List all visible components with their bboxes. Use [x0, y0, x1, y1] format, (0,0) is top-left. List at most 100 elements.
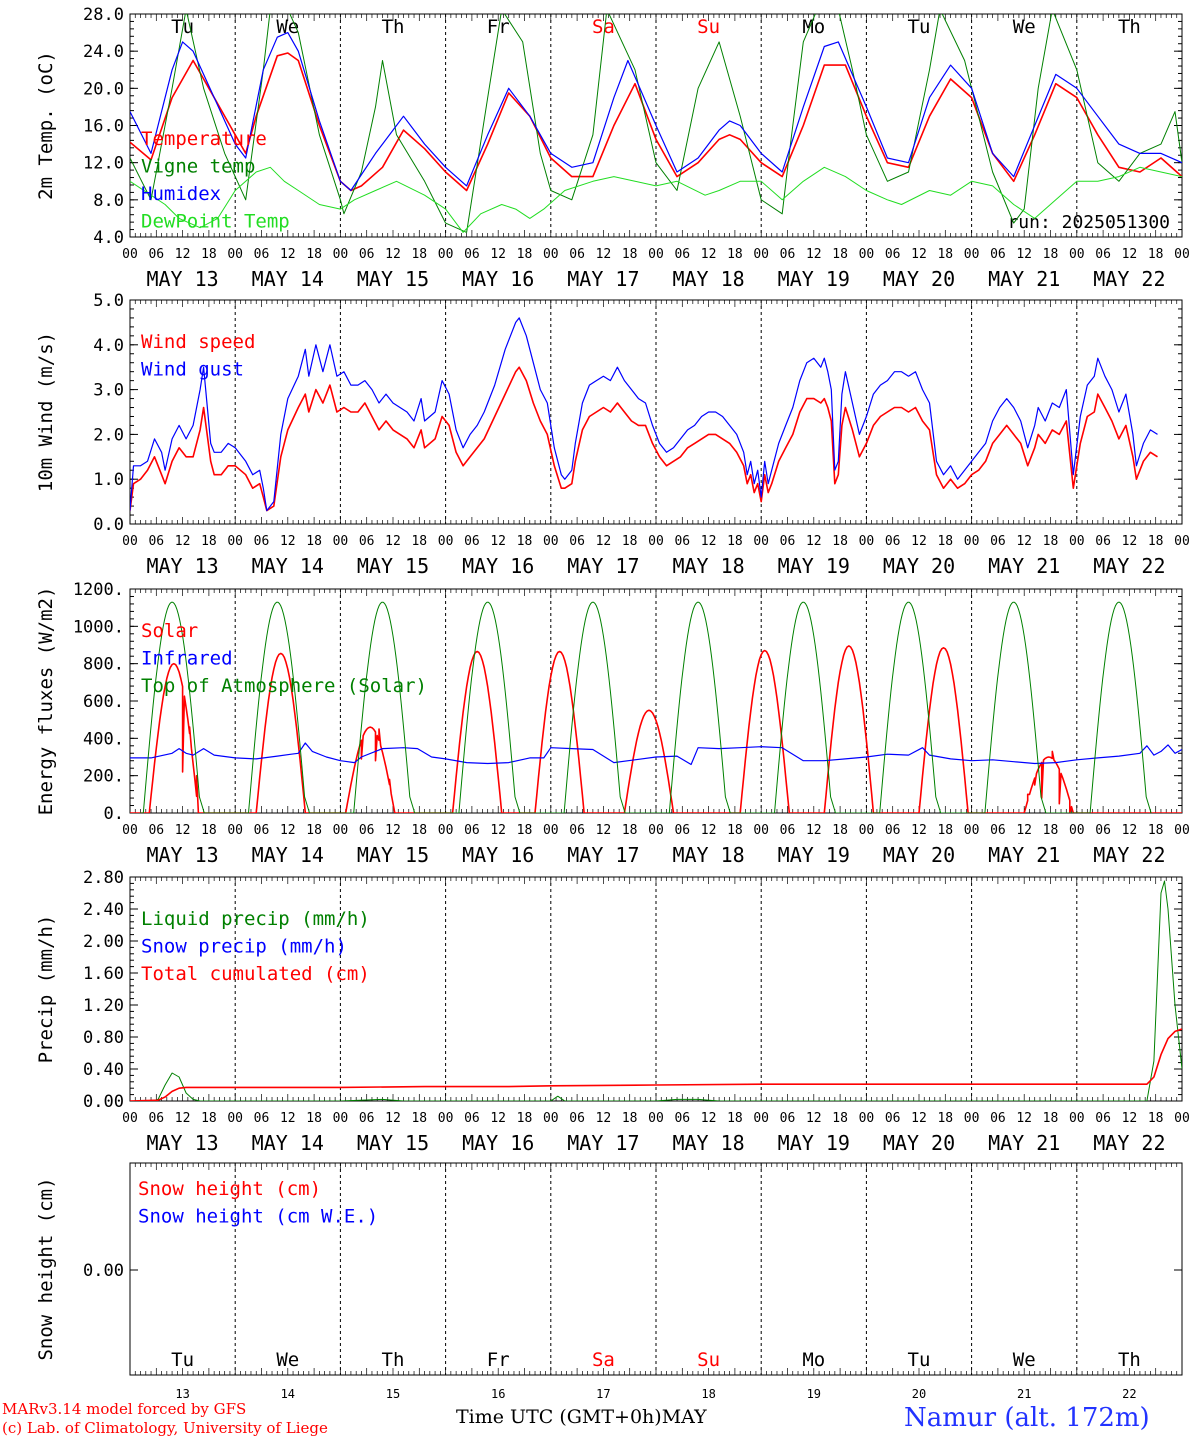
weekday-label: Mo — [802, 1349, 825, 1371]
hour-tick-label: 18 — [937, 534, 953, 549]
hour-tick-label: 12 — [385, 1111, 401, 1126]
hour-tick-label: 18 — [411, 1111, 427, 1126]
weekday-label: Sa — [592, 1349, 615, 1371]
series-line-wind-gust — [130, 317, 1158, 512]
hour-tick-label: 12 — [280, 247, 296, 262]
hour-tick-label: 06 — [359, 534, 375, 549]
hour-tick-label: 18 — [1043, 823, 1059, 838]
date-label: MAY 21 — [988, 843, 1060, 867]
hour-tick-label: 12 — [701, 247, 717, 262]
legend-item: Snow height (cm) — [138, 1178, 321, 1200]
hour-tick-label: 18 — [727, 1111, 743, 1126]
date-label: MAY 18 — [672, 554, 744, 578]
panel-3: 0. 200. 400. 600. 800. 1000. 1200. Energy fluxe… — [35, 580, 1190, 867]
legend-item: DewPoint Temp — [141, 211, 290, 233]
date-label: MAY 14 — [252, 554, 324, 578]
hour-tick-label: 06 — [1095, 823, 1111, 838]
hour-tick-label: 00 — [964, 823, 980, 838]
date-label: MAY 20 — [883, 1131, 955, 1155]
weekday-label: Th — [1118, 1349, 1141, 1371]
weekday-label: Th — [382, 16, 405, 38]
hour-tick-label: 12 — [1016, 823, 1032, 838]
y-tick-label: 2.40 — [83, 900, 124, 920]
hour-tick-label: 00 — [1174, 823, 1190, 838]
day-number-label: 20 — [912, 1387, 926, 1401]
y-tick-label: 20.0 — [83, 79, 124, 99]
legend-item: Temperature — [141, 128, 267, 150]
hour-tick-label: 18 — [1043, 534, 1059, 549]
legend-item: Total cumulated (cm) — [141, 963, 370, 985]
hour-tick-label: 12 — [175, 247, 191, 262]
y-tick-label: 2.0 — [93, 425, 124, 445]
date-label: MAY 13 — [146, 554, 218, 578]
station-name: Namur (alt. 172m) — [904, 1403, 1150, 1433]
date-label: MAY 19 — [778, 554, 850, 578]
y-axis-label: Snow height (cm) — [35, 1177, 57, 1360]
date-label: MAY 13 — [146, 1131, 218, 1155]
time-axis-title: Time UTC (GMT+0h)MAY — [456, 1406, 707, 1428]
hour-tick-label: 00 — [1069, 247, 1085, 262]
hour-tick-label: 00 — [543, 823, 559, 838]
series-line-top-of-atmosphere-solar- — [139, 601, 1152, 813]
hour-tick-label: 06 — [464, 1111, 480, 1126]
date-label: MAY 21 — [988, 1131, 1060, 1155]
hour-tick-label: 00 — [753, 247, 769, 262]
y-tick-label: 2.80 — [83, 868, 124, 888]
hour-tick-label: 06 — [254, 823, 270, 838]
hour-tick-label: 18 — [622, 823, 638, 838]
date-label: MAY 16 — [462, 554, 534, 578]
hour-tick-label: 00 — [438, 534, 454, 549]
legend-item: Wind speed — [141, 331, 255, 353]
series-line-temperature — [130, 52, 1182, 192]
run-label: run: 2025051300 — [1007, 212, 1170, 233]
hour-tick-label: 12 — [806, 534, 822, 549]
hour-tick-label: 12 — [1122, 823, 1138, 838]
hour-tick-label: 18 — [1043, 247, 1059, 262]
y-tick-label: 5.0 — [93, 291, 124, 311]
y-tick-label: 2.00 — [83, 932, 124, 952]
weekday-label: Fr — [487, 16, 510, 38]
series-line-wind-speed — [130, 366, 1158, 512]
hour-tick-label: 00 — [859, 247, 875, 262]
hour-tick-label: 12 — [1122, 247, 1138, 262]
hour-tick-label: 00 — [648, 823, 664, 838]
y-tick-label: 1.0 — [93, 470, 124, 490]
hour-tick-label: 12 — [175, 534, 191, 549]
hour-tick-label: 00 — [648, 247, 664, 262]
hour-tick-label: 12 — [1016, 1111, 1032, 1126]
hour-tick-label: 12 — [490, 247, 506, 262]
date-label: MAY 16 — [462, 843, 534, 867]
hour-tick-label: 06 — [674, 1111, 690, 1126]
legend-item: Wind gust — [141, 359, 244, 381]
hour-tick-label: 12 — [911, 247, 927, 262]
series-group — [130, 880, 1182, 1101]
hour-tick-label: 06 — [569, 1111, 585, 1126]
hour-tick-label: 12 — [490, 823, 506, 838]
date-label: MAY 17 — [567, 267, 639, 291]
date-label: MAY 14 — [252, 267, 324, 291]
hour-tick-label: 00 — [753, 534, 769, 549]
hour-tick-label: 18 — [201, 247, 217, 262]
date-label: MAY 21 — [988, 267, 1060, 291]
hour-tick-label: 18 — [1148, 1111, 1164, 1126]
hour-tick-label: 00 — [543, 247, 559, 262]
hour-tick-label: 00 — [122, 1111, 138, 1126]
date-label: MAY 22 — [1093, 843, 1165, 867]
hour-tick-label: 18 — [306, 534, 322, 549]
hour-tick-label: 18 — [201, 534, 217, 549]
date-label: MAY 20 — [883, 843, 955, 867]
legend-item: Snow precip (mm/h) — [141, 936, 347, 958]
hour-tick-label: 00 — [333, 534, 349, 549]
date-label: MAY 13 — [146, 843, 218, 867]
hour-tick-label: 06 — [254, 534, 270, 549]
hour-tick-label: 18 — [937, 247, 953, 262]
weekday-label: Mo — [802, 16, 825, 38]
hour-tick-label: 18 — [201, 1111, 217, 1126]
hour-tick-label: 00 — [648, 534, 664, 549]
weekday-label: Sa — [592, 16, 615, 38]
hour-tick-label: 06 — [990, 247, 1006, 262]
hour-tick-label: 18 — [411, 247, 427, 262]
hour-tick-label: 06 — [990, 534, 1006, 549]
legend-item: Snow height (cm W.E.) — [138, 1206, 378, 1228]
